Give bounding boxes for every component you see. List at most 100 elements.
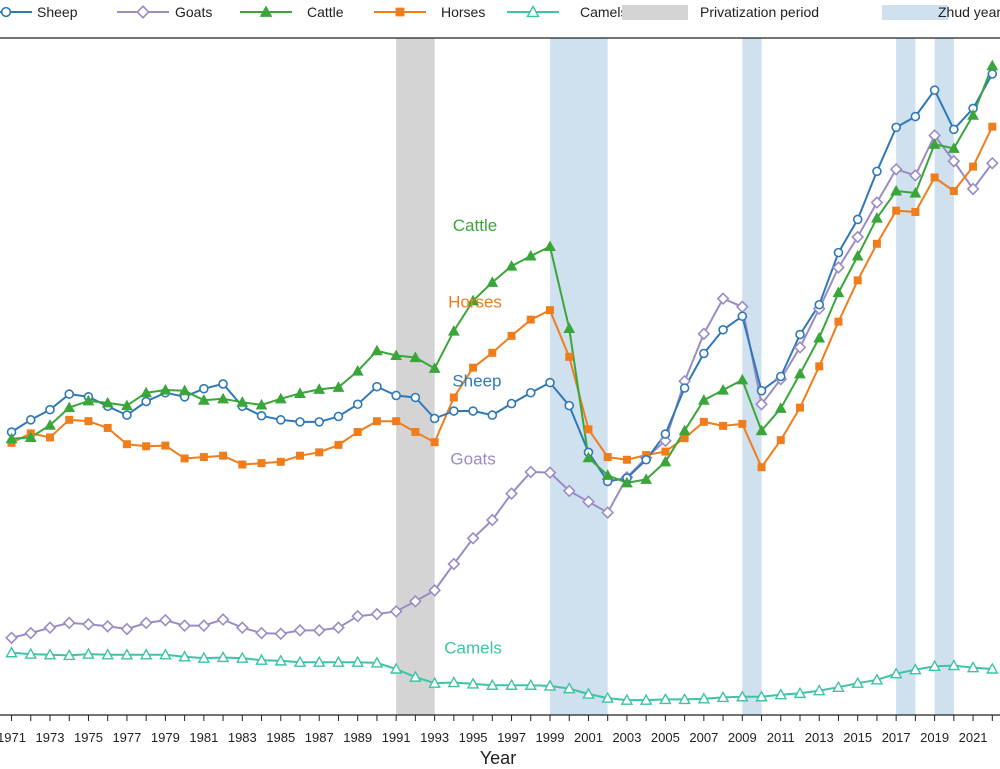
legend-item-camels: Camels [507,4,627,20]
point-horses-1987 [315,448,324,457]
point-goats-2002 [601,506,615,519]
point-cattle-1994 [447,325,460,336]
point-sheep-2018 [910,111,921,122]
point-goats-1987 [312,623,326,637]
x-tick-label-1989: 1989 [343,730,372,745]
point-goats-2012 [793,341,807,354]
legend-marker-goats [136,5,150,19]
point-sheep-1978 [141,396,151,407]
legend-label-horses: Horses [441,4,485,20]
point-sheep-1974 [64,389,75,399]
point-camels-1989 [351,655,364,667]
legend-marker-sheep [0,6,12,18]
point-goats-2022 [985,156,999,170]
point-goats-2000 [562,484,576,498]
point-horses-1989 [353,428,362,437]
point-goats-2018 [909,169,922,182]
point-horses-2014 [834,317,843,326]
point-camels-1985 [274,654,287,666]
point-horses-2001 [584,425,593,434]
point-horses-2010 [757,463,766,472]
point-goats-2007 [697,327,711,341]
point-camels-1983 [236,651,249,663]
point-horses-1985 [276,457,285,466]
point-camels-1987 [313,655,326,667]
legend-marker-horses [395,7,405,17]
x-tick-label-1995: 1995 [459,730,488,745]
point-horses-1979 [161,441,170,450]
x-tick-label-1971: 1971 [0,730,26,745]
point-camels-1994 [447,676,461,688]
point-camels-2006 [678,692,691,705]
point-camels-1996 [486,678,499,690]
point-horses-2005 [661,447,670,456]
point-cattle-2020 [947,142,960,153]
point-cattle-1995 [467,294,479,306]
point-cattle-2006 [678,424,691,436]
point-camels-1971 [5,646,18,658]
point-goats-1973 [43,621,57,635]
point-cattle-1973 [44,419,56,430]
legend-item-cattle: Cattle [240,4,344,20]
x-tick-label-1993: 1993 [420,730,449,745]
point-cattle-1979 [159,383,172,395]
point-camels-1972 [24,647,37,659]
point-horses-2018 [911,207,920,216]
legend-item-zhud-years: Zhud years [882,4,1000,20]
point-camels-1992 [409,670,422,682]
legend-swatch-zhud-years [882,5,948,20]
point-cattle-2018 [909,186,922,198]
point-cattle-2010 [755,424,768,436]
point-horses-2006 [680,434,689,443]
point-camels-2016 [870,673,884,685]
point-camels-2021 [966,661,980,673]
point-camels-2001 [582,687,595,699]
point-horses-2008 [719,421,728,430]
point-horses-1997 [507,331,516,340]
x-tick-label-2021: 2021 [959,730,988,745]
point-horses-1975 [84,417,93,426]
point-cattle-2022 [986,59,999,71]
point-horses-1978 [142,442,151,451]
point-horses-2013 [815,362,824,371]
legend-marker-cattle [259,5,273,17]
point-sheep-2007 [699,348,709,359]
point-horses-1998 [526,315,535,324]
point-goats-2016 [870,196,884,209]
point-camels-2010 [755,690,768,702]
point-cattle-2001 [582,451,595,463]
point-sheep-1998 [525,387,536,398]
point-sheep-1982 [218,379,228,389]
point-sheep-2011 [775,371,786,382]
point-goats-1975 [82,617,95,631]
point-camels-2020 [947,659,961,671]
point-horses-1981 [199,453,208,462]
point-sheep-1981 [199,383,209,394]
point-horses-2017 [892,206,901,215]
point-horses-1977 [122,440,131,449]
point-horses-2012 [796,403,804,412]
point-sheep-2008 [718,324,728,335]
point-sheep-1996 [487,410,498,420]
point-cattle-2000 [563,322,576,333]
point-sheep-1977 [122,410,132,420]
point-cattle-2017 [890,184,903,196]
shaded-band-zhud-years-2019 [934,38,954,715]
shaded-band-privatization-period-1991 [396,38,435,715]
x-tick-label-2017: 2017 [882,730,911,745]
point-cattle-2005 [659,455,672,467]
markers-sheep [6,69,998,487]
point-goats-1998 [524,465,538,479]
point-goats-1988 [332,621,345,635]
point-horses-1992 [411,428,420,437]
point-sheep-2005 [660,429,671,439]
point-camels-1978 [139,648,153,660]
point-horses-1973 [46,433,54,442]
point-cattle-2021 [967,109,979,120]
point-goats-1986 [293,623,307,637]
x-tick-label-2013: 2013 [805,730,834,745]
x-tick-label-2019: 2019 [920,730,949,745]
point-sheep-1991 [391,390,401,401]
point-goats-1994 [447,557,461,571]
point-goats-1999 [543,466,557,480]
